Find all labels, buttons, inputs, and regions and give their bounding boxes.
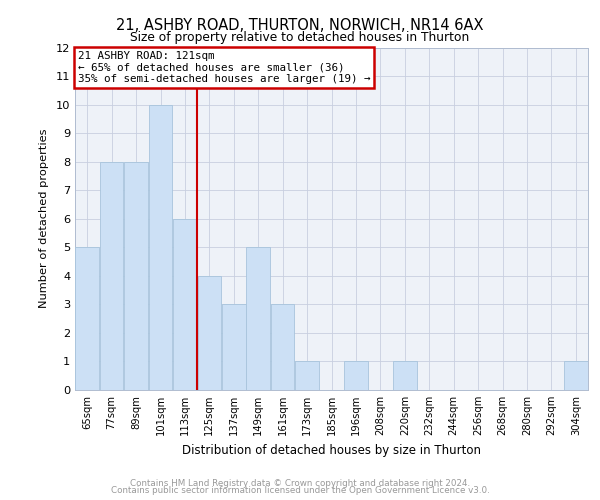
- Text: Contains public sector information licensed under the Open Government Licence v3: Contains public sector information licen…: [110, 486, 490, 495]
- Bar: [344, 362, 368, 390]
- Bar: [149, 104, 172, 390]
- X-axis label: Distribution of detached houses by size in Thurton: Distribution of detached houses by size …: [182, 444, 481, 456]
- Text: 21, ASHBY ROAD, THURTON, NORWICH, NR14 6AX: 21, ASHBY ROAD, THURTON, NORWICH, NR14 6…: [116, 18, 484, 32]
- Bar: [271, 304, 295, 390]
- Bar: [76, 248, 99, 390]
- Bar: [247, 248, 270, 390]
- Y-axis label: Number of detached properties: Number of detached properties: [38, 129, 49, 308]
- Bar: [124, 162, 148, 390]
- Bar: [393, 362, 416, 390]
- Text: Size of property relative to detached houses in Thurton: Size of property relative to detached ho…: [130, 31, 470, 44]
- Bar: [197, 276, 221, 390]
- Text: Contains HM Land Registry data © Crown copyright and database right 2024.: Contains HM Land Registry data © Crown c…: [130, 478, 470, 488]
- Bar: [173, 219, 197, 390]
- Bar: [564, 362, 587, 390]
- Bar: [222, 304, 245, 390]
- Bar: [100, 162, 124, 390]
- Text: 21 ASHBY ROAD: 121sqm
← 65% of detached houses are smaller (36)
35% of semi-deta: 21 ASHBY ROAD: 121sqm ← 65% of detached …: [77, 51, 370, 84]
- Bar: [295, 362, 319, 390]
